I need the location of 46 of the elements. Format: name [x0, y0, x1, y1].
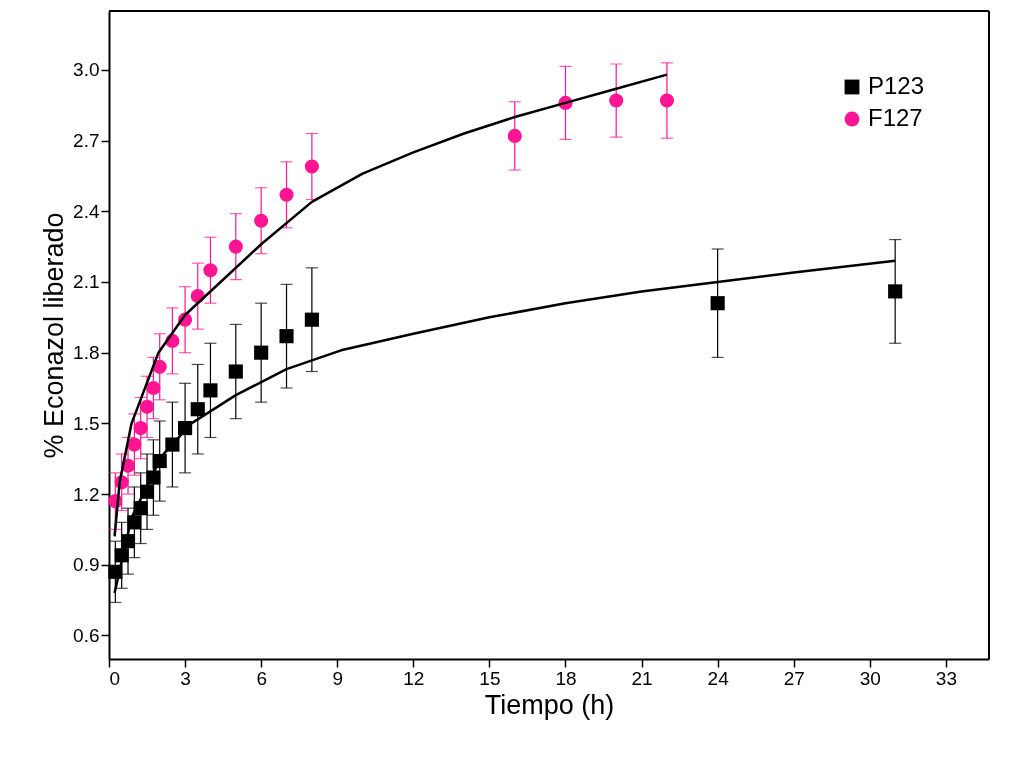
point: [190, 402, 205, 417]
x-tick-label: 6: [256, 667, 267, 689]
point: [254, 213, 269, 228]
x-tick-label: 33: [935, 667, 957, 689]
x-tick-label: 18: [555, 667, 577, 689]
point: [659, 93, 674, 108]
x-tick-label: 24: [707, 667, 730, 689]
point: [146, 380, 161, 396]
y-tick-label: 2.1: [73, 271, 100, 293]
point: [139, 399, 155, 414]
x-tick-label: 21: [631, 667, 653, 689]
point: [888, 284, 903, 299]
x-tick-label: 12: [403, 667, 425, 689]
point: [507, 128, 522, 143]
y-tick-label: 1.2: [73, 483, 100, 505]
point: [609, 93, 624, 108]
point: [203, 383, 218, 398]
point: [203, 263, 218, 278]
point: [304, 312, 319, 327]
legend-label: P123: [868, 72, 925, 99]
y-tick-label: 2.7: [73, 130, 100, 152]
point: [127, 437, 142, 452]
line-series: [113, 73, 669, 538]
x-tick-label: 15: [479, 667, 501, 689]
y-axis-title: % Econazol liberado: [39, 212, 70, 459]
point: [279, 187, 294, 202]
x-tick-label: 9: [332, 667, 344, 689]
y-tick-label: 1.8: [73, 342, 100, 364]
y-tick-label: 3.0: [73, 59, 100, 81]
x-axis-title: Tiempo (h): [484, 689, 615, 720]
point: [228, 364, 243, 379]
x-tick-label: 3: [180, 667, 191, 689]
legend-label: F127: [868, 104, 923, 131]
y-tick-label: 0.6: [73, 624, 100, 646]
point: [133, 421, 148, 436]
point: [254, 345, 269, 360]
point: [228, 239, 243, 254]
x-tick-label: 27: [783, 667, 805, 689]
point: [304, 159, 319, 174]
x-tick-label: 30: [859, 667, 881, 689]
x-tick-label: 0: [109, 667, 121, 689]
y-tick-label: 2.4: [73, 200, 100, 222]
point: [710, 296, 725, 311]
y-tick-label: 0.9: [73, 554, 100, 576]
point: [279, 329, 294, 344]
y-tick-label: 1.5: [73, 412, 100, 434]
